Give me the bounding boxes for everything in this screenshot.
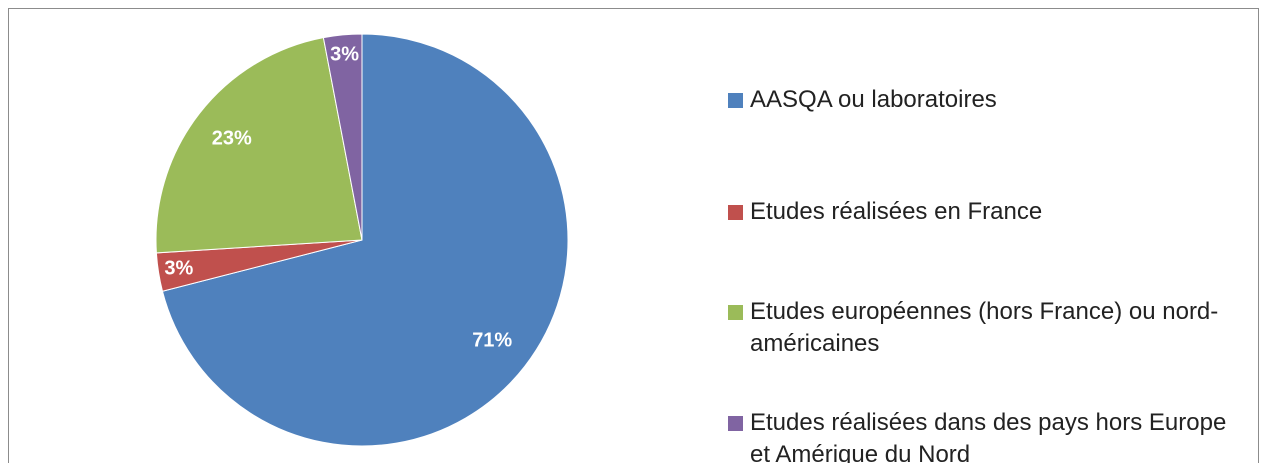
pie-slice [322,33,363,241]
legend-swatch [728,205,743,220]
legend-label: Etudes européennes (hors France) ou nord… [750,298,1219,357]
data-label: 3% [330,44,359,66]
legend-label: Etudes réalisées dans des pays hors Euro… [750,409,1227,463]
legend-item: Etudes européennes (hors France) ou nord… [728,296,1240,360]
legend-label: AASQA ou laboratoires [750,86,997,113]
data-label: 23% [212,127,252,149]
legend-item: Etudes réalisées en France [728,196,1240,228]
data-label: 3% [164,257,193,279]
legend-swatch [728,305,743,320]
legend-item: Etudes réalisées dans des pays hors Euro… [728,407,1240,463]
pie-slice [155,37,363,254]
legend-swatch [728,93,743,108]
legend-swatch [728,416,743,431]
chart-frame [8,8,1259,463]
pie-slice [161,33,569,447]
legend-item: AASQA ou laboratoires [728,84,1240,116]
legend-label: Etudes réalisées en France [750,198,1043,225]
data-label: 71% [472,329,512,351]
